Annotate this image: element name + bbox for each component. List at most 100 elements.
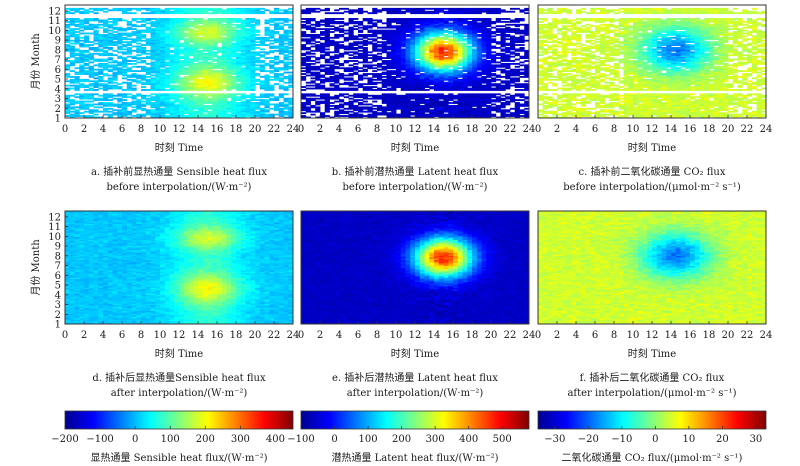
heatmap-cell xyxy=(65,23,71,26)
heatmap-cell xyxy=(472,75,478,78)
heatmap-cell xyxy=(255,33,261,36)
heatmap-cell xyxy=(221,55,227,58)
heatmap-cell xyxy=(217,25,223,28)
heatmap-cell xyxy=(400,57,406,59)
heatmap-cell xyxy=(274,12,280,15)
heatmap-cell xyxy=(476,22,482,25)
heatmap-cell xyxy=(217,7,223,10)
heatmap-cell xyxy=(524,102,529,104)
heatmap-cell xyxy=(112,68,118,71)
heatmap-cell xyxy=(324,100,330,103)
heatmap-cell xyxy=(301,64,307,67)
heatmap-cell xyxy=(505,83,511,86)
heatmap-cell xyxy=(514,52,520,55)
heatmap-cell xyxy=(481,55,487,58)
heatmap-cell xyxy=(93,77,99,80)
heatmap-cell xyxy=(103,107,109,110)
heatmap-cell xyxy=(202,65,208,68)
heatmap-cell xyxy=(198,86,204,88)
heatmap-cell xyxy=(334,84,340,87)
heatmap-cell xyxy=(310,18,316,20)
heatmap-cell xyxy=(69,87,75,90)
heatmap-cell xyxy=(386,52,392,55)
heatmap-cell xyxy=(481,94,487,97)
heatmap-cell xyxy=(453,64,459,67)
heatmap-cell xyxy=(112,38,118,41)
heatmap-cell xyxy=(381,94,387,97)
heatmap-cell xyxy=(278,94,284,97)
heatmap-cell xyxy=(372,33,378,36)
heatmap-cell xyxy=(174,28,180,31)
heatmap-cell xyxy=(79,86,85,88)
heatmap-cell xyxy=(491,54,497,57)
heatmap-cell xyxy=(434,55,440,58)
heatmap-cell xyxy=(255,103,261,106)
heatmap-cell xyxy=(405,94,411,97)
heatmap-cell xyxy=(362,60,368,62)
heatmap-cell xyxy=(79,61,85,64)
heatmap-cell xyxy=(419,51,425,54)
heatmap-cell xyxy=(84,103,90,106)
heatmap-cell xyxy=(169,113,175,116)
heatmap-cell xyxy=(410,86,416,88)
heatmap-cell xyxy=(320,75,326,78)
heatmap-cell xyxy=(103,80,109,83)
heatmap-cell xyxy=(141,48,147,51)
heatmap-cell xyxy=(245,33,251,36)
heatmap-cell xyxy=(481,33,487,36)
heatmap-cell xyxy=(339,45,345,48)
heatmap-cell xyxy=(358,77,364,80)
heatmap-cell xyxy=(174,7,180,10)
heatmap-cell xyxy=(65,39,71,42)
heatmap-cell xyxy=(301,33,307,36)
heatmap-cell xyxy=(278,48,284,51)
heatmap-cell xyxy=(136,57,142,59)
heatmap-cell xyxy=(164,81,170,84)
heatmap-cell xyxy=(381,84,387,87)
heatmap-cell xyxy=(212,62,218,65)
heatmap-cell xyxy=(434,81,440,84)
heatmap-cell xyxy=(510,55,516,58)
heatmap-cell xyxy=(320,68,326,71)
heatmap-cell xyxy=(131,103,137,106)
heatmap-cell xyxy=(117,47,123,49)
heatmap-cell xyxy=(255,106,261,109)
heatmap-cell xyxy=(324,54,330,57)
heatmap-cell xyxy=(107,39,113,42)
heatmap-cell xyxy=(481,23,487,26)
heatmap-cell xyxy=(329,44,335,46)
heatmap-cell xyxy=(107,99,113,102)
heatmap-cell xyxy=(381,68,387,71)
heatmap-cell xyxy=(122,77,128,80)
heatmap-cell xyxy=(212,65,218,68)
heatmap-cell xyxy=(434,65,440,68)
heatmap-cell xyxy=(448,78,454,81)
heatmap-cell xyxy=(226,102,232,104)
heatmap-cell xyxy=(448,81,454,84)
heatmap-cell xyxy=(396,102,402,104)
heatmap-cell xyxy=(362,64,368,67)
heatmap-cell xyxy=(462,42,468,45)
heatmap-cell xyxy=(217,36,223,39)
heatmap-cell xyxy=(207,86,213,88)
heatmap-cell xyxy=(372,54,378,57)
heatmap-cell xyxy=(467,33,473,36)
heatmap-cell xyxy=(514,94,520,97)
heatmap-cell xyxy=(274,32,280,35)
heatmap-cell xyxy=(240,74,246,77)
heatmap-cell xyxy=(174,26,180,29)
heatmap-cell xyxy=(424,96,430,99)
heatmap-cell xyxy=(448,49,454,52)
heatmap-cell xyxy=(183,107,189,110)
heatmap-cell xyxy=(245,103,251,106)
heatmap-cell xyxy=(93,103,99,106)
heatmap-cell xyxy=(305,71,311,74)
heatmap-cell xyxy=(320,81,326,84)
heatmap-cell xyxy=(69,100,75,103)
heatmap-cell xyxy=(74,71,80,74)
heatmap-cell xyxy=(310,74,316,77)
heatmap-cell xyxy=(524,75,529,78)
heatmap-cell xyxy=(476,57,482,59)
heatmap-cell xyxy=(231,81,237,84)
heatmap-cell xyxy=(155,7,161,10)
